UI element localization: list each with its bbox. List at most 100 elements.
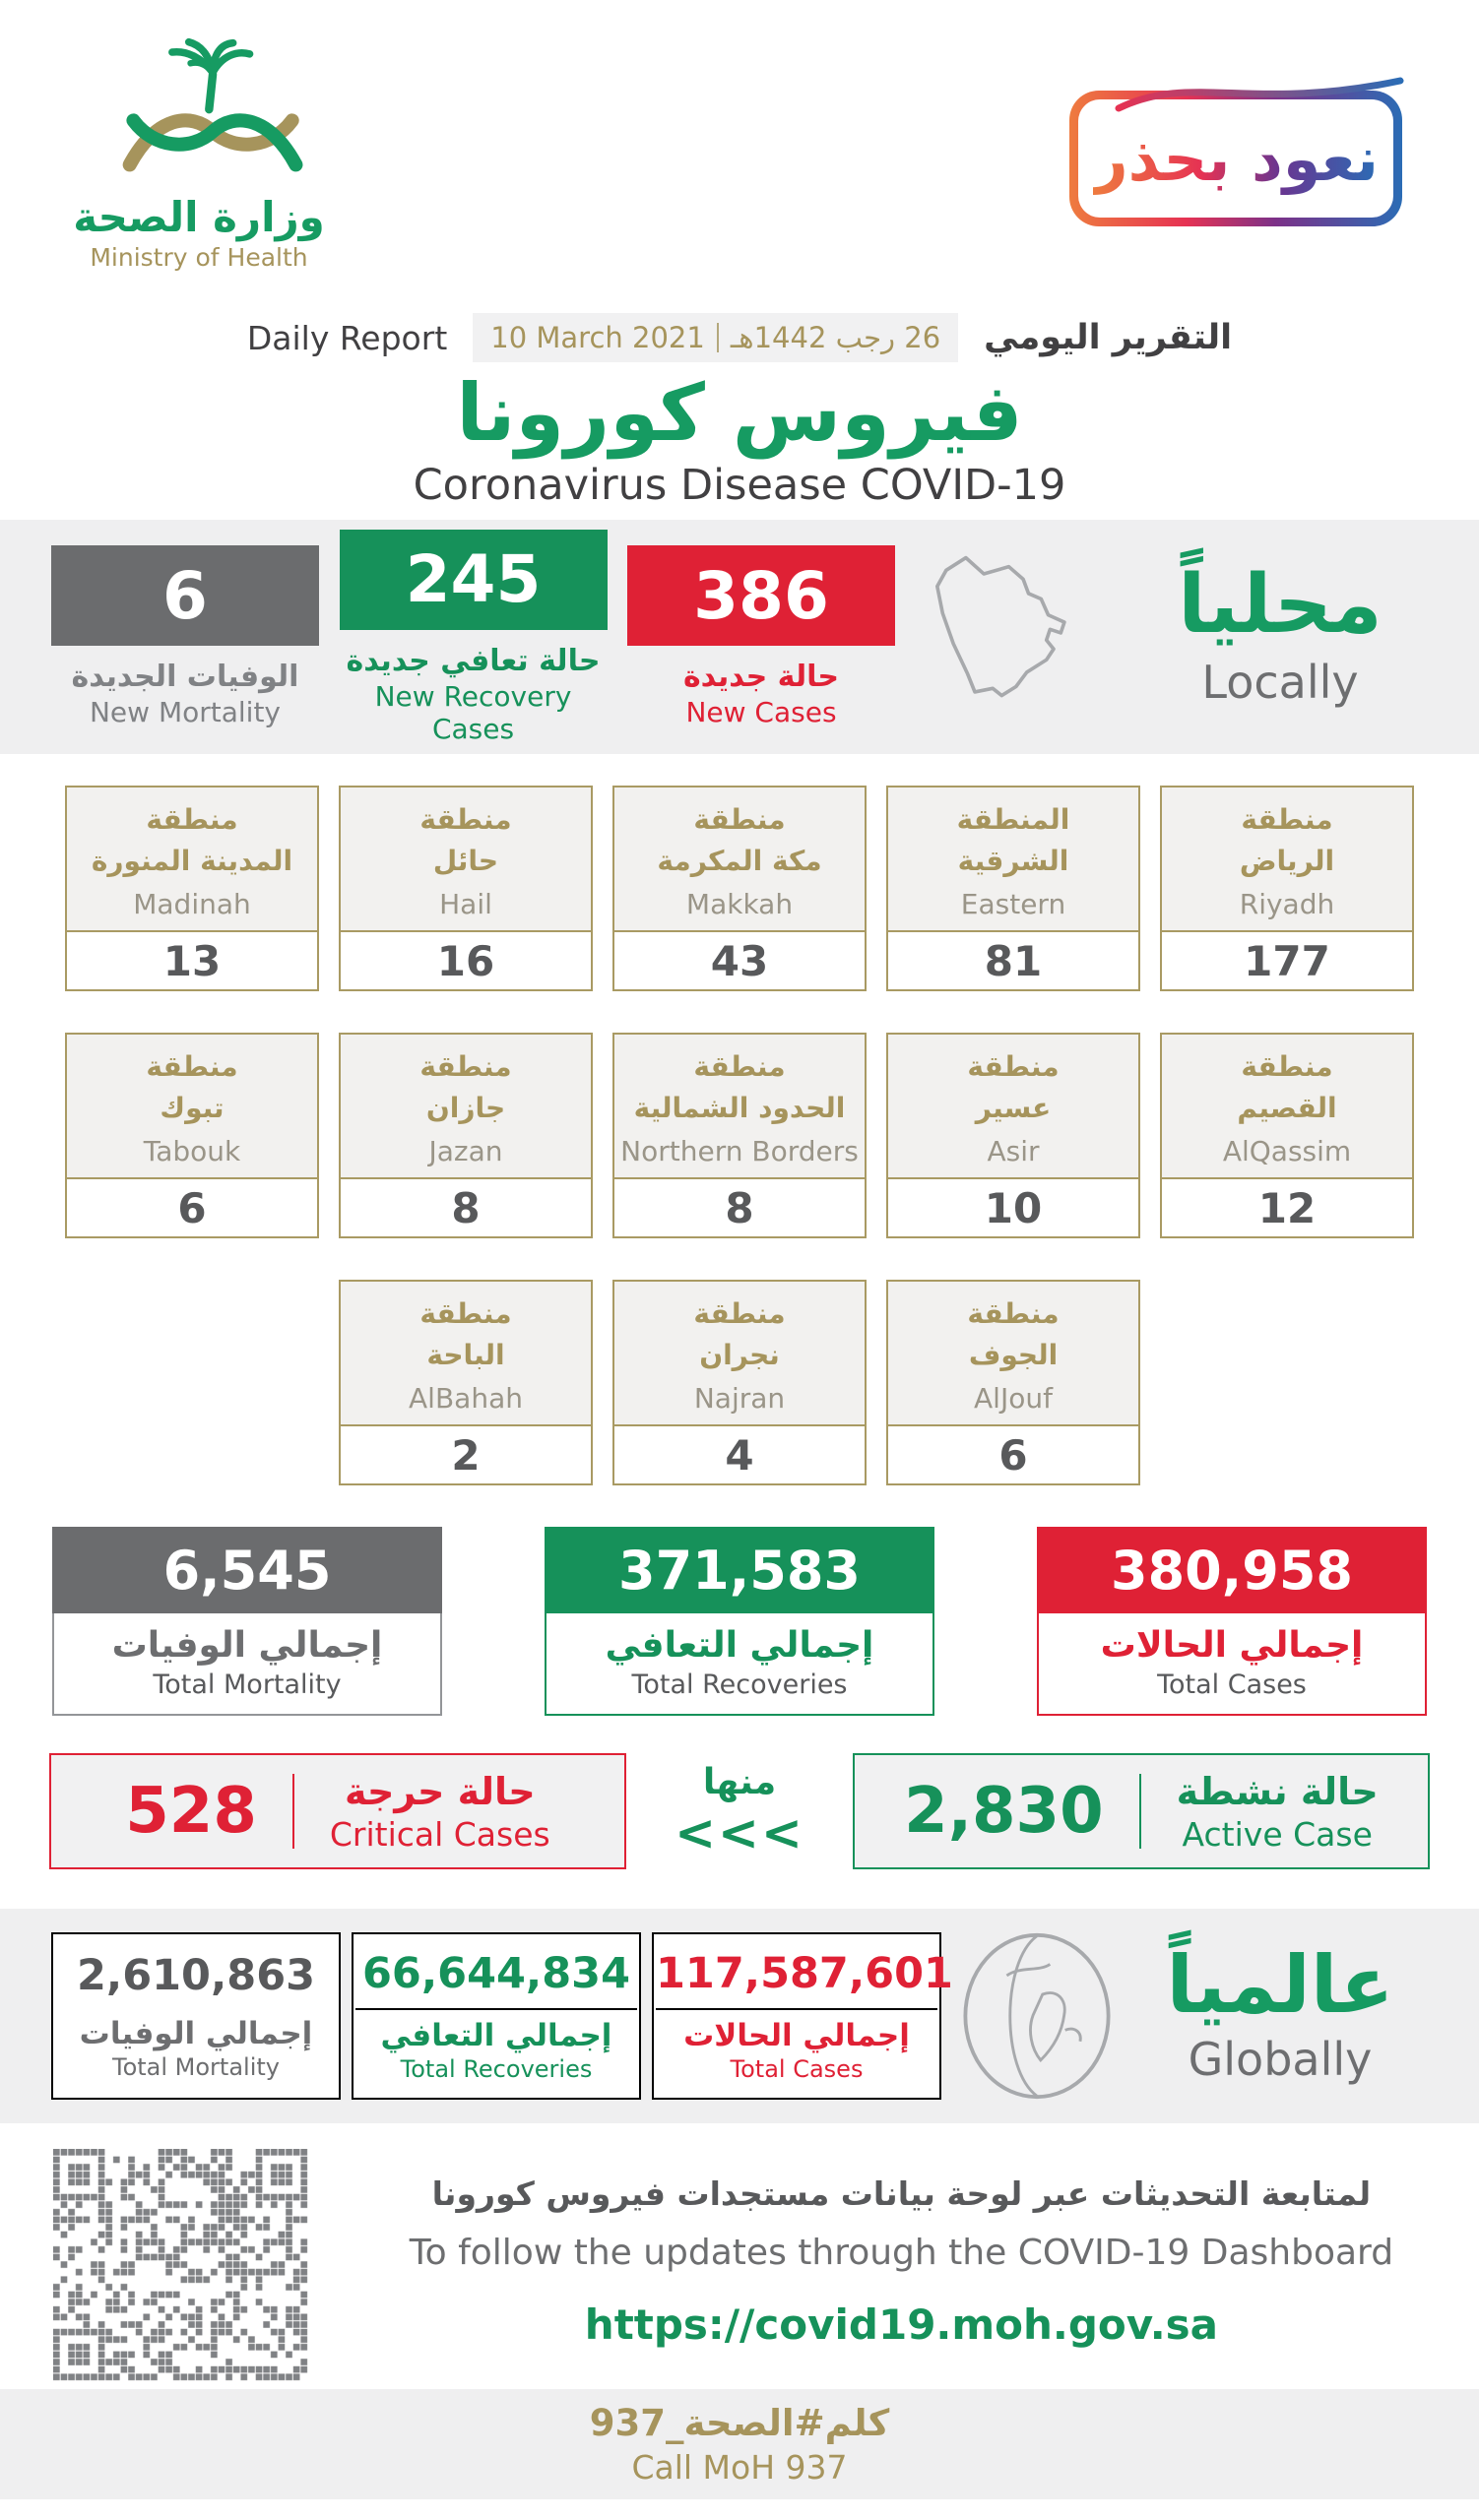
region-new-cases: 2 [341, 1424, 591, 1483]
total-recoveries-value: 371,583 [545, 1527, 934, 1613]
region-ar-line1: منطقة [1241, 1050, 1333, 1083]
locally-heading-ar: محلياً [1178, 558, 1383, 652]
region-en: Makkah [685, 888, 794, 920]
critical-cases-box: 528 حالة حرجة Critical Cases [49, 1753, 626, 1869]
region-ar-line1: منطقة [419, 803, 512, 836]
dashboard-line-en: To follow the updates through the COVID-… [409, 2233, 1394, 2273]
badge-swoosh-icon [1115, 77, 1404, 112]
region-ar-line2: حائل [432, 845, 499, 877]
total-cases-label-ar: إجمالي الحالات [1100, 1625, 1364, 1666]
region-card-najran: منطقة نجران Najran 4 [612, 1280, 867, 1485]
region-new-cases: 8 [614, 1177, 865, 1236]
region-card-makkah: منطقة مكة المكرمة Makkah 43 [612, 786, 867, 991]
region-en: Riyadh [1239, 888, 1335, 920]
saudi-arabia-map-icon [934, 555, 1066, 697]
critical-cases-label-en: Critical Cases [329, 1814, 550, 1854]
logo-arabic-text: وزارة الصحة [73, 193, 325, 241]
new-recoveries-label-en: New Recovery Cases [374, 679, 572, 745]
region-en: Asir [987, 1135, 1040, 1167]
region-ar-line1: منطقة [419, 1297, 512, 1330]
total-recoveries-label-en: Total Recoveries [631, 1670, 848, 1700]
dashboard-section: لمتابعة التحديثات عبر لوحة بيانات مستجدا… [0, 2123, 1479, 2381]
global-mortality-box: 2,610,863 إجمالي الوفيات Total Mortality [51, 1932, 341, 2100]
region-card-asir: منطقة عسير Asir 10 [886, 1033, 1140, 1238]
critical-cases-value: 528 [125, 1775, 257, 1848]
region-ar-line2: الشرقية [957, 845, 1069, 877]
region-en: AlBahah [409, 1382, 523, 1415]
total-mortality-card: 6,545 إجمالي الوفيات Total Mortality [52, 1527, 442, 1716]
region-ar-line2: الجوف [968, 1339, 1059, 1371]
active-cases-label-en: Active Case [1182, 1814, 1373, 1854]
region-ar-line1: منطقة [967, 1050, 1060, 1083]
contact-links-bar: www.moh.gov.sa 937 SaudiMOH MOHPortal [0, 2499, 1479, 2520]
region-ar-line2: مكة المكرمة [657, 845, 822, 877]
region-en: Eastern [960, 888, 1066, 920]
palm-logo-icon [122, 37, 303, 172]
region-card-riyadh: منطقة الرياض Riyadh 177 [1160, 786, 1414, 991]
total-mortality-value: 6,545 [52, 1527, 442, 1613]
region-ar-line1: منطقة [967, 1297, 1060, 1330]
active-cases-label-ar: حالة نشطة [1176, 1769, 1379, 1813]
region-card-hail: منطقة حائل Hail 16 [339, 786, 593, 991]
region-ar-line1: منطقة [693, 1050, 786, 1083]
region-new-cases: 8 [341, 1177, 591, 1236]
date-gregorian: 10 March 2021 [490, 321, 705, 354]
region-new-cases: 10 [888, 1177, 1138, 1236]
globally-heading-ar: عالمياً [1166, 1939, 1394, 2031]
region-en: Najran [693, 1382, 786, 1415]
globe-icon [963, 1932, 1111, 2100]
locally-section: 6 الوفيات الجديدة New Mortality 245 حالة… [0, 520, 1479, 754]
region-ar-line2: المدينة المنورة [91, 845, 293, 877]
regions-grid: منطقة المدينة المنورة Madinah 13 منطقة حائل… [0, 754, 1479, 1485]
hashtag-arabic: كلم#الصحة_937 [589, 2402, 890, 2444]
new-recoveries-label-ar: حالة تعافي جديدة [346, 643, 601, 678]
global-recoveries-label-ar: إجمالي التعافي [380, 2018, 612, 2053]
total-cases-card: 380,958 إجمالي الحالات Total Cases [1037, 1527, 1427, 1716]
global-cases-label-en: Total Cases [730, 2055, 864, 2083]
region-new-cases: 16 [341, 930, 591, 989]
total-cases-value: 380,958 [1037, 1527, 1427, 1613]
date-separator [716, 323, 719, 352]
global-mortality-value: 2,610,863 [76, 1951, 316, 2000]
region-new-cases: 6 [67, 1177, 317, 1236]
dashboard-url-link[interactable]: https://covid19.moh.gov.sa [584, 2300, 1219, 2349]
region-new-cases: 4 [614, 1424, 865, 1483]
daily-report-label-en: Daily Report [246, 318, 448, 357]
local-totals-row: 6,545 إجمالي الوفيات Total Mortality 371… [0, 1527, 1479, 1716]
global-recoveries-label-en: Total Recoveries [400, 2055, 593, 2083]
region-card-albahah: منطقة الباحة AlBahah 2 [339, 1280, 593, 1485]
globally-section: 2,610,863 إجمالي الوفيات Total Mortality… [0, 1909, 1479, 2123]
new-mortality-stat: 6 الوفيات الجديدة New Mortality [51, 545, 319, 728]
global-cases-box: 117,587,601 إجمالي الحالات Total Cases [652, 1932, 953, 2100]
region-ar-line1: منطقة [1241, 803, 1333, 836]
divider [355, 2008, 637, 2010]
header: وزارة الصحة Ministry of Health نعود بحذر [0, 0, 1479, 307]
region-ar-line2: جازان [425, 1092, 506, 1124]
date-hijri: 26 رجب 1442هـ [730, 321, 941, 354]
report-title-row: Daily Report 10 March 2021 26 رجب 1442هـ… [0, 307, 1479, 368]
total-recoveries-label-ar: إجمالي التعافي [605, 1625, 874, 1666]
region-en: Jazan [428, 1135, 503, 1167]
region-ar-line2: عسير [975, 1092, 1052, 1124]
region-en: AlJouf [974, 1382, 1053, 1415]
total-cases-label-en: Total Cases [1157, 1670, 1307, 1700]
region-new-cases: 6 [888, 1424, 1138, 1483]
page-title-english: Coronavirus Disease COVID-19 [413, 461, 1066, 510]
call-moh-label: Call MoH 937 [631, 2448, 848, 2487]
new-recoveries-stat: 245 حالة تعافي جديدة New Recovery Cases [339, 529, 608, 745]
region-card-aljouf: منطقة الجوف AlJouf 6 [886, 1280, 1140, 1485]
active-cases-value: 2,830 [904, 1775, 1104, 1848]
global-mortality-label-en: Total Mortality [111, 2053, 280, 2081]
chevrons-left-icon: <<< [675, 1803, 804, 1861]
region-card-alqassim: منطقة القصيم AlQassim 12 [1160, 1033, 1414, 1238]
daily-report-label-ar: التقرير اليومي [984, 318, 1233, 357]
total-recoveries-card: 371,583 إجمالي التعافي Total Recoveries [545, 1527, 934, 1716]
qr-code [53, 2149, 308, 2381]
region-new-cases: 43 [614, 930, 865, 989]
total-mortality-label-ar: إجمالي الوفيات [111, 1625, 383, 1666]
new-recoveries-value: 245 [339, 529, 608, 630]
region-new-cases: 177 [1162, 930, 1412, 989]
new-cases-stat: 386 حالة جديدة New Cases [627, 545, 895, 728]
region-card-jazan: منطقة جازان Jazan 8 [339, 1033, 593, 1238]
